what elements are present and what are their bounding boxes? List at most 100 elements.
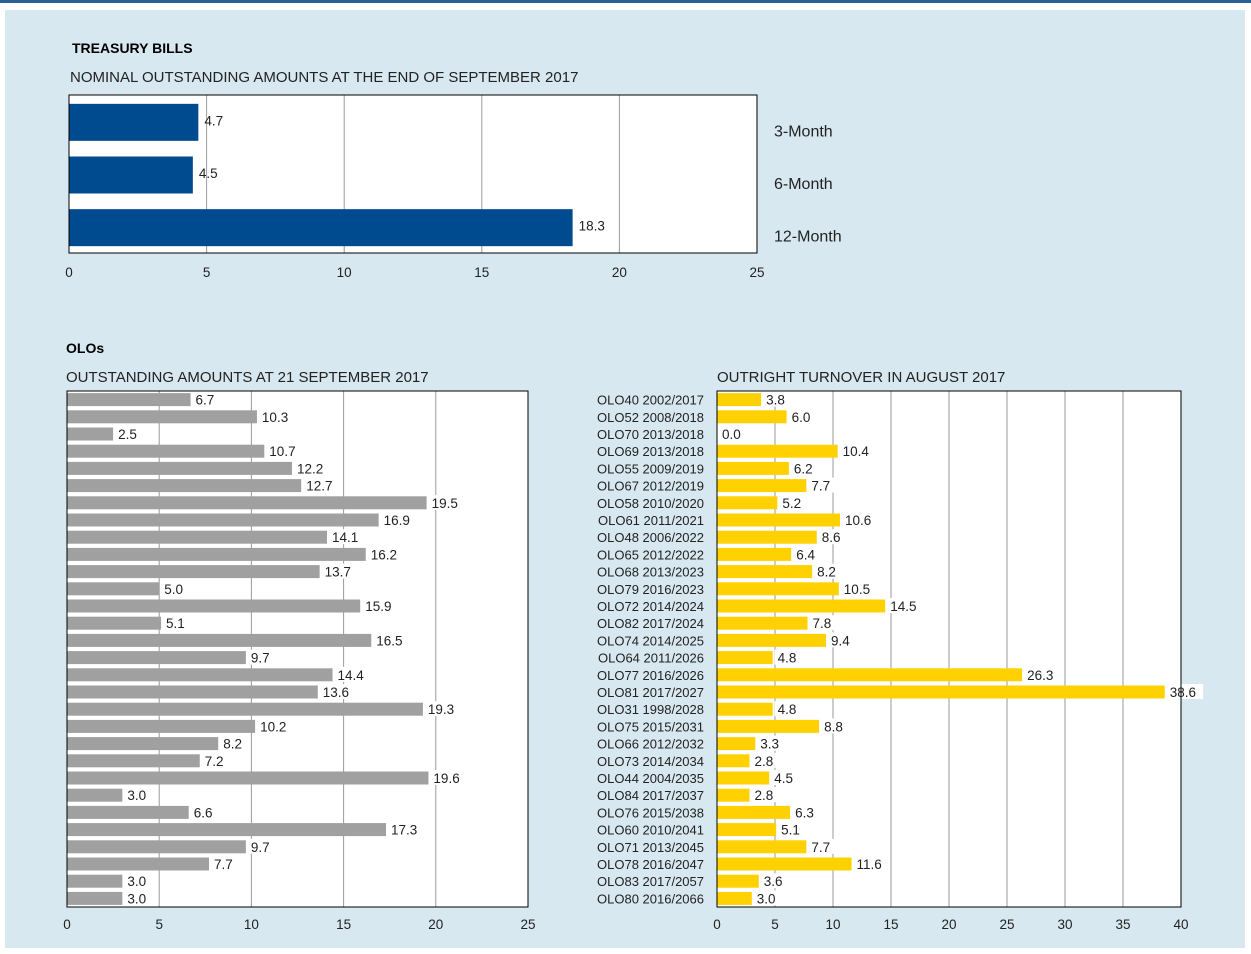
turnover-frame	[716, 390, 1182, 908]
treasury-tick-label: 20	[612, 265, 627, 280]
outstanding-value-label: 14.1	[332, 530, 358, 545]
turnover-value-label: 4.5	[774, 771, 793, 786]
outstanding-bar	[67, 754, 200, 768]
treasury-tick-label: 25	[749, 265, 764, 280]
outstanding-bar	[67, 805, 189, 819]
turnover-value-label-bg	[1166, 684, 1204, 699]
outstanding-value-label-bg	[319, 684, 357, 699]
olo-bond-label: OLO60 2010/2041	[597, 823, 704, 838]
turnover-tick-label: 10	[825, 917, 840, 932]
turnover-value-label-bg	[841, 512, 879, 527]
outstanding-bar	[67, 788, 123, 802]
outstanding-value-label: 14.4	[338, 668, 365, 683]
outstanding-value-label-bg	[192, 391, 222, 407]
turnover-bar	[717, 874, 759, 888]
outstanding-bar	[67, 771, 429, 785]
turnover-value-label-bg	[792, 804, 821, 820]
turnover-value-label-bg	[821, 718, 850, 734]
turnover-value-label-bg	[763, 391, 792, 407]
olo-bond-label: OLO72 2014/2024	[597, 599, 704, 614]
olo-bond-label: OLO65 2012/2022	[597, 547, 704, 562]
olo-bond-label: OLO67 2012/2019	[597, 479, 704, 494]
olo-bond-label: OLO31 1998/2028	[597, 702, 704, 717]
outstanding-value-label-bg	[329, 529, 366, 545]
turnover-bar	[717, 547, 792, 561]
outstanding-value-label-bg	[303, 477, 340, 493]
turnover-value-label: 8.6	[822, 530, 841, 545]
outstanding-bar	[67, 633, 372, 647]
turnover-value-label: 6.4	[796, 547, 815, 562]
turnover-tick-label: 25	[999, 917, 1014, 932]
outstanding-value-label-bg	[210, 856, 240, 871]
turnover-value-label: 4.8	[778, 651, 797, 666]
turnover-value-label-bg	[788, 408, 818, 424]
turnover-bar	[717, 857, 852, 871]
outstanding-bar	[67, 547, 366, 561]
olo-bond-label: OLO83 2017/2057	[597, 874, 704, 889]
turnover-value-label: 2.8	[754, 754, 773, 769]
turnover-value-label-bg	[887, 598, 924, 613]
outstanding-value-label: 7.2	[205, 754, 224, 769]
outstanding-value-label-bg	[380, 512, 418, 527]
outstanding-value-label: 12.2	[297, 461, 323, 476]
turnover-bar	[717, 651, 773, 665]
turnover-tick-label: 35	[1115, 917, 1130, 932]
turnover-value-label-bg	[771, 770, 800, 785]
turnover-value-label-bg	[828, 632, 857, 648]
outstanding-value-label: 3.0	[127, 788, 146, 803]
outstanding-plot-area	[67, 391, 528, 907]
outstanding-value-label: 10.2	[260, 719, 286, 734]
treasury-tick-label: 5	[203, 265, 211, 280]
outstanding-tick-label: 0	[63, 917, 71, 932]
turnover-value-label: 2.8	[754, 788, 773, 803]
turnover-bar	[717, 719, 820, 733]
outstanding-value-label: 16.9	[384, 513, 410, 528]
outstanding-value-label: 3.0	[127, 874, 146, 889]
outstanding-value-label: 9.7	[251, 651, 270, 666]
turnover-value-label-bg	[774, 701, 804, 717]
olo-bond-label: OLO68 2013/2023	[597, 565, 704, 580]
outstanding-bar	[67, 410, 257, 424]
outstanding-value-label-bg	[367, 546, 405, 562]
outstanding-value-label: 19.6	[433, 771, 459, 786]
turnover-bar	[717, 616, 808, 630]
treasury-frame	[68, 94, 758, 254]
outstanding-tick-label: 10	[244, 917, 259, 932]
olo-bond-label: OLO61 2011/2021	[598, 513, 704, 528]
outstanding-value-label: 12.7	[306, 479, 332, 494]
olo-bond-label: OLO52 2008/2018	[597, 410, 704, 425]
turnover-value-label-bg	[774, 649, 804, 665]
turnover-value-label: 5.1	[781, 823, 800, 838]
outstanding-value-label: 10.7	[269, 444, 295, 459]
treasury-tick-label: 0	[65, 265, 73, 280]
turnover-bar	[717, 530, 817, 544]
turnover-value-label: 8.2	[817, 565, 836, 580]
outstanding-value-label: 5.0	[164, 582, 183, 597]
treasury-bar	[69, 156, 193, 194]
olo-bond-label: OLO69 2013/2018	[597, 444, 704, 459]
turnover-bar	[717, 840, 807, 854]
outstanding-value-label: 3.0	[127, 891, 146, 906]
olo-bond-label: OLO82 2017/2024	[597, 616, 704, 631]
outstanding-bar	[67, 685, 318, 699]
outstanding-value-label: 19.5	[432, 496, 458, 511]
turnover-value-label-bg	[1024, 666, 1061, 682]
outstanding-value-label-bg	[124, 873, 154, 889]
outstanding-value-label-bg	[293, 460, 331, 476]
turnover-value-label: 3.0	[757, 891, 776, 906]
outstanding-bar	[67, 719, 256, 733]
turnover-value-label-bg	[779, 494, 809, 510]
turnover-value-label: 4.8	[778, 702, 797, 717]
outstanding-bar	[67, 857, 209, 871]
outstanding-bar	[67, 737, 219, 751]
turnover-bar	[717, 393, 762, 407]
treasury-bar	[69, 209, 573, 247]
turnover-bar	[717, 805, 791, 819]
outstanding-bar	[67, 530, 328, 544]
turnover-value-label: 8.8	[824, 719, 843, 734]
olo-heading: OLOs	[66, 340, 104, 356]
turnover-value-label-bg	[814, 563, 843, 579]
outstanding-value-label-bg	[115, 426, 144, 441]
treasury-tick-label: 10	[337, 265, 352, 280]
turnover-value-label: 14.5	[890, 599, 916, 614]
